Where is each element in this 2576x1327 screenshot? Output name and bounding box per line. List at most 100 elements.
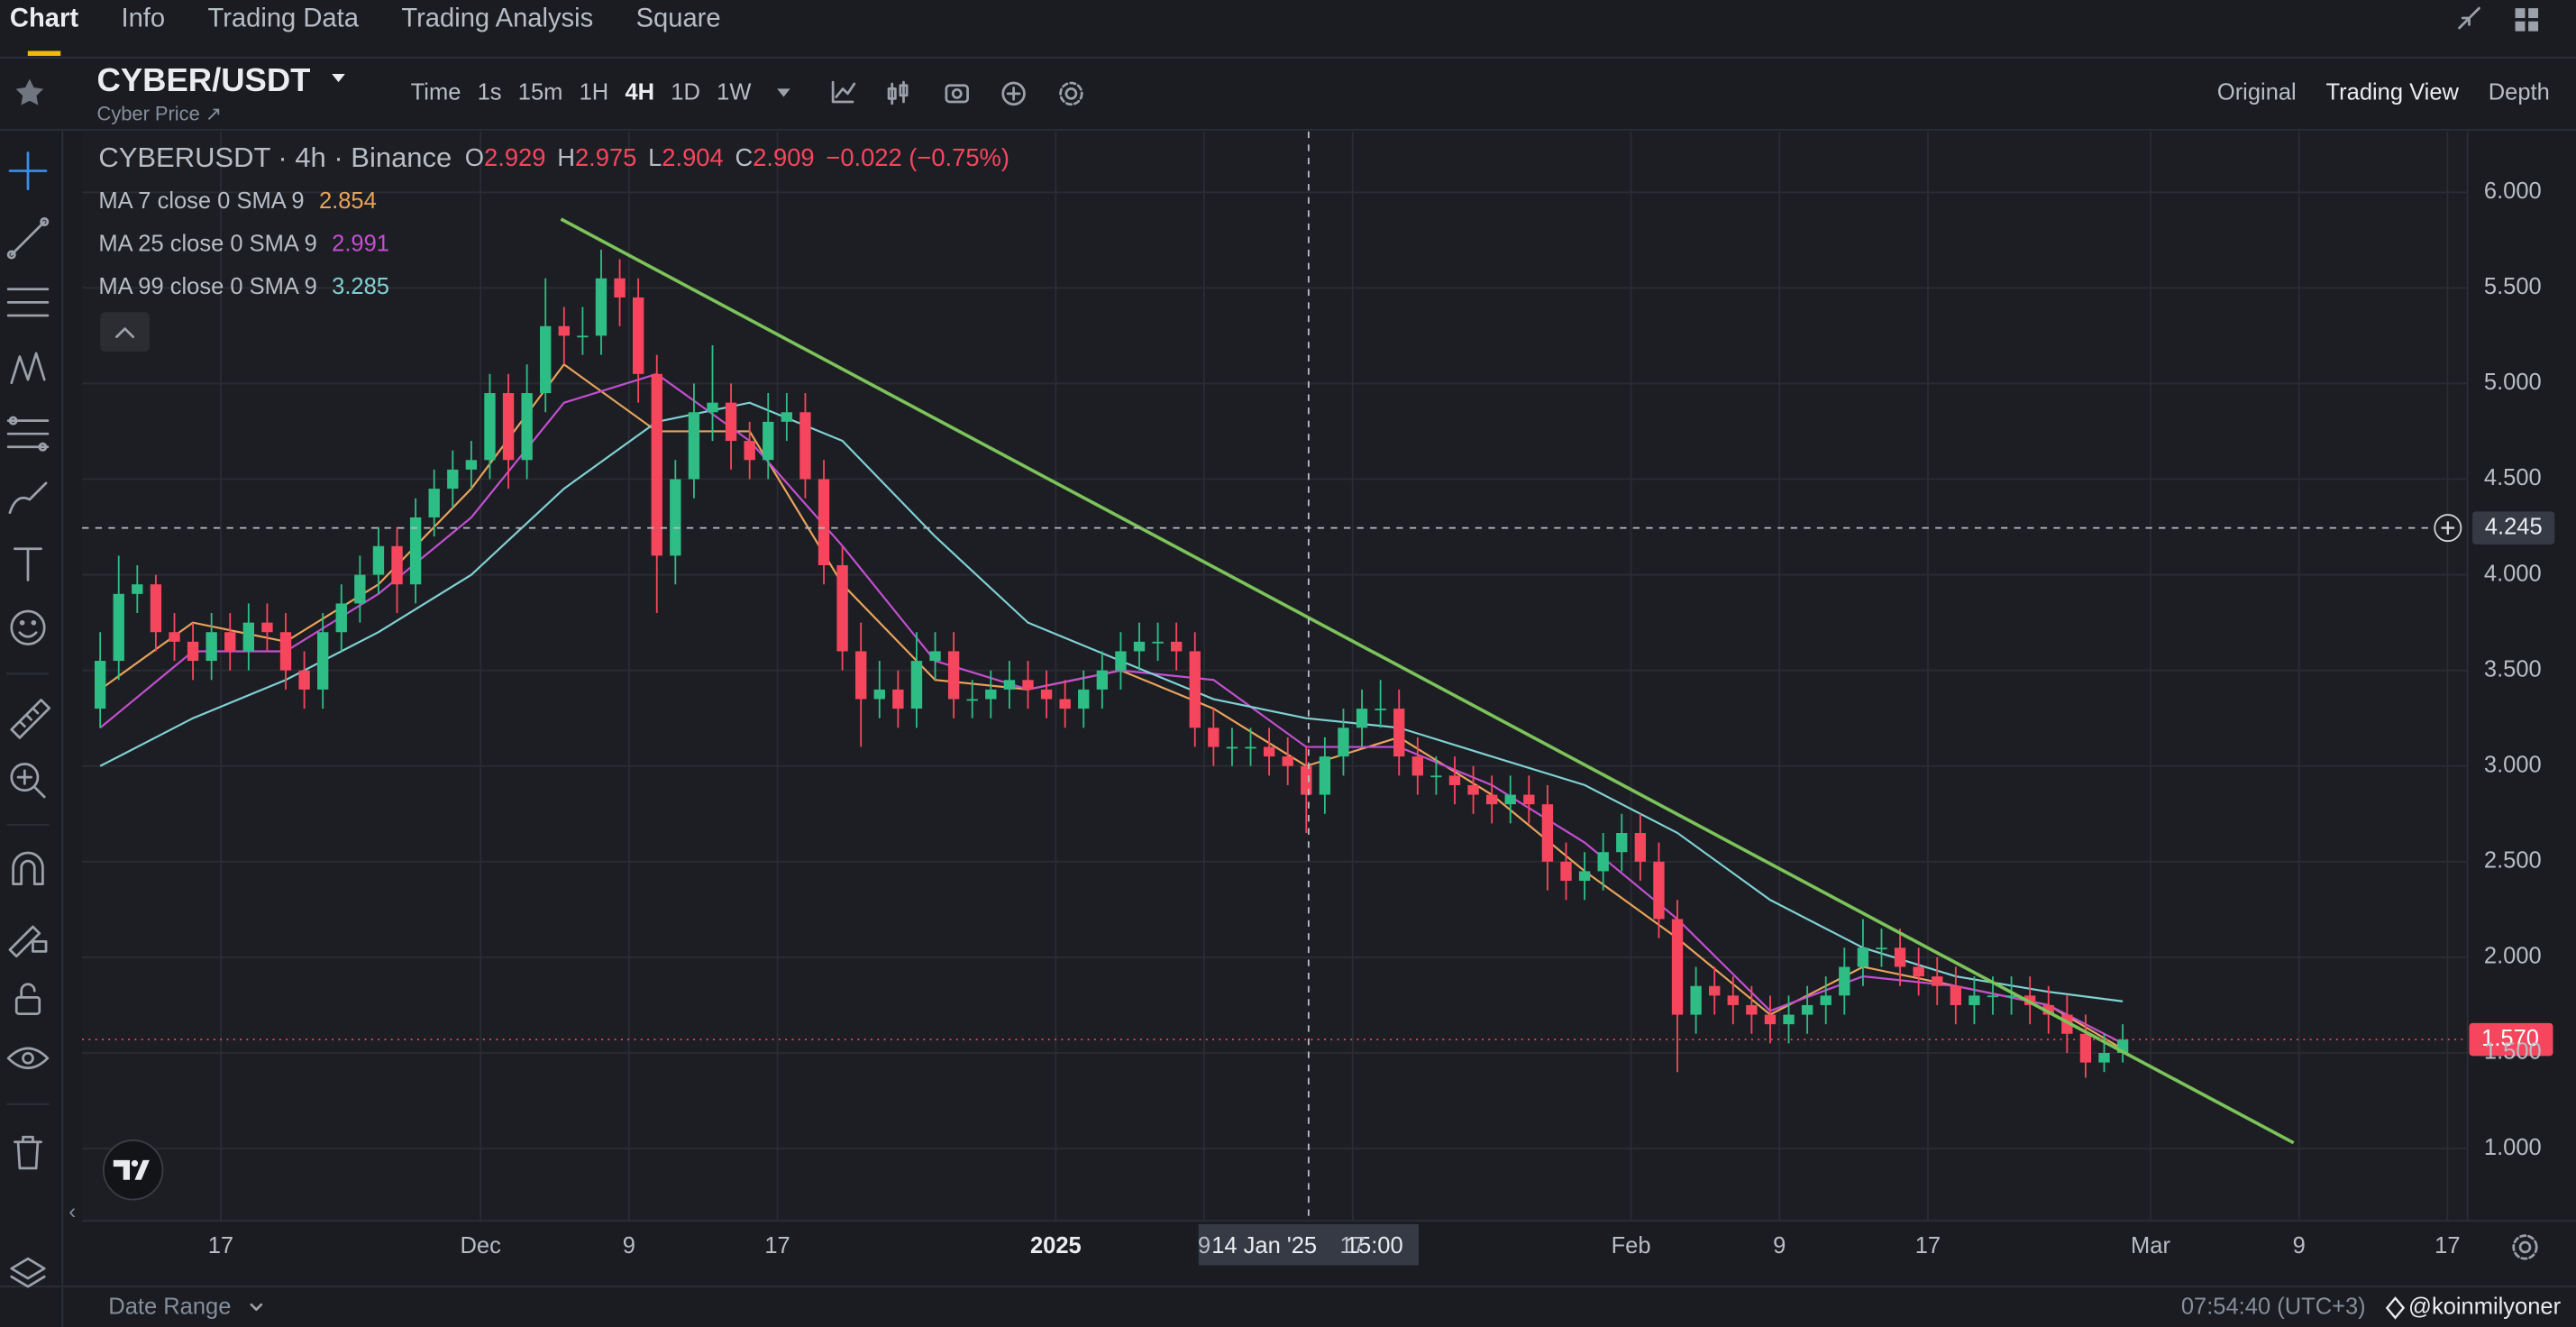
interval[interactable]: 1s (478, 80, 502, 105)
x-tick-label: 9 (1198, 1233, 1210, 1258)
candle-body (1671, 919, 1684, 1015)
chart-title: CYBERUSDT · 4h · Binance (98, 142, 452, 173)
candle-style-icon[interactable] (887, 80, 909, 105)
candle-body (279, 632, 292, 671)
candle-body (1764, 1014, 1777, 1025)
candle-body (1987, 995, 1999, 998)
y-tick-label: 5.500 (2484, 274, 2542, 299)
symbol-caret[interactable] (332, 74, 345, 83)
interval[interactable]: 1W (717, 80, 751, 105)
y-tick-label: 3.500 (2484, 656, 2542, 682)
interval[interactable]: 1D (671, 80, 700, 105)
interval[interactable]: 15m (518, 80, 563, 105)
symbol[interactable]: CYBER/USDT (97, 61, 311, 98)
channel-tool[interactable] (6, 288, 50, 317)
view-option[interactable]: Original (2217, 80, 2297, 105)
y-tick-label: 5.000 (2484, 370, 2542, 395)
magnet-tool[interactable] (12, 851, 44, 885)
screenshot-icon[interactable] (945, 84, 969, 104)
candle-body (1634, 833, 1647, 862)
axis-settings-icon[interactable] (2512, 1234, 2538, 1260)
layout-icon[interactable] (2515, 8, 2539, 32)
candle-body (94, 661, 106, 709)
ohlc-value: 2.909 (753, 143, 814, 171)
fib-tool[interactable] (6, 416, 50, 452)
candle-body (1078, 689, 1090, 709)
tab[interactable]: Square (636, 5, 721, 33)
date-range-caret[interactable] (250, 1303, 263, 1312)
tab[interactable]: Trading Data (208, 5, 360, 33)
brush-tool[interactable] (8, 481, 48, 515)
interval-caret[interactable] (777, 88, 790, 97)
x-tick-label: Feb (1612, 1233, 1651, 1258)
candle-body (1504, 794, 1516, 805)
y-tick-label: 6.000 (2484, 178, 2542, 204)
candle-body (484, 393, 496, 461)
visibility-tool[interactable] (6, 1047, 50, 1070)
crosshair-date-tag (1198, 1223, 1419, 1266)
symbol-subtitle[interactable]: Cyber Price ↗ (97, 102, 223, 124)
candle-body (873, 689, 885, 700)
emoji-tool[interactable] (10, 609, 46, 645)
candle-body (1208, 728, 1219, 747)
ma-name: MA 7 close 0 SMA 9 (98, 188, 304, 214)
candle-body (1040, 689, 1053, 700)
text-tool[interactable] (14, 547, 42, 581)
interval[interactable]: Time (411, 80, 461, 105)
candle-body (651, 373, 662, 556)
delete-tool[interactable] (14, 1135, 42, 1170)
lock-drawing-tool[interactable] (8, 925, 48, 958)
candle-body (1523, 794, 1535, 805)
candle-body (1115, 651, 1127, 671)
crosshair-price-label: 4.245 (2485, 514, 2543, 539)
candle-body (1801, 1004, 1813, 1015)
candle-body (1578, 871, 1591, 882)
crosshair-date-label: 14 Jan '25 (1211, 1233, 1317, 1258)
candle-body (1727, 995, 1739, 1005)
view-option[interactable]: Depth (2489, 80, 2550, 105)
candle-body (1393, 709, 1405, 757)
zoom-tool[interactable] (10, 763, 46, 799)
tab[interactable]: Trading Analysis (401, 5, 593, 33)
view-option[interactable]: Trading View (2326, 80, 2460, 105)
candle-body (1690, 985, 1702, 1015)
lock-tool[interactable] (14, 983, 41, 1015)
y-tick-label: 3.000 (2484, 752, 2542, 777)
candle-body (1950, 985, 1962, 1005)
collapse-arrow[interactable]: ‹ (69, 1200, 76, 1223)
chart-area (82, 131, 2468, 1222)
y-tick-label: 1.500 (2484, 1039, 2542, 1065)
ruler-tool[interactable] (10, 699, 51, 739)
collapse-legend-button[interactable] (100, 312, 150, 352)
candle-body (428, 489, 440, 517)
pattern-tool[interactable] (10, 352, 46, 385)
candle-body (1338, 728, 1349, 757)
add-icon[interactable] (1001, 81, 1026, 106)
candle-body (725, 402, 737, 442)
settings-icon[interactable] (1059, 81, 1083, 106)
favorite-icon[interactable] (15, 78, 44, 105)
candle-body (1430, 775, 1442, 778)
ohlc-change: −0.022 (−0.75%) (826, 143, 1009, 171)
tab[interactable]: Info (121, 5, 165, 33)
interval[interactable]: 1H (580, 80, 609, 105)
candle-body (744, 441, 755, 461)
layers-icon[interactable] (10, 1257, 46, 1288)
interval[interactable]: 4H (625, 80, 654, 105)
candle-body (391, 545, 403, 585)
line-tool[interactable] (6, 217, 50, 260)
candle-body (502, 393, 515, 461)
tab[interactable]: Chart (10, 5, 78, 33)
date-range[interactable]: Date Range (108, 1295, 231, 1320)
candle-body (1783, 1014, 1795, 1025)
indicator-icon[interactable] (831, 80, 856, 104)
crosshair-tool[interactable] (8, 151, 48, 190)
candle-body (558, 325, 570, 336)
collapse-icon[interactable] (2458, 6, 2480, 30)
candle-body (1319, 756, 1331, 795)
candle-body (1226, 746, 1238, 749)
candle-body (372, 545, 385, 575)
candle-body (132, 584, 143, 594)
ohlc-letter: O (465, 143, 484, 171)
